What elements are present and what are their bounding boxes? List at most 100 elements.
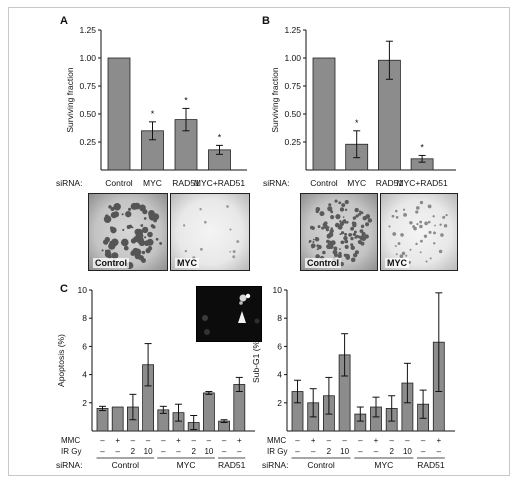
category-label-b: RAD51 bbox=[376, 178, 404, 188]
photo-label: Control bbox=[93, 258, 129, 268]
panel-letter-b: B bbox=[262, 15, 270, 27]
ir-cell-c-left: – bbox=[161, 447, 166, 456]
colony-dot bbox=[334, 199, 338, 203]
y-tick-label-a: 0.75 bbox=[79, 81, 96, 91]
photo-label: Control bbox=[305, 258, 341, 268]
colony-plate-photo-a-control: Control bbox=[88, 193, 168, 271]
y-tick-label-c-right: 2 bbox=[277, 398, 282, 408]
ir-cell-c-right: 2 bbox=[389, 447, 394, 456]
mmc-cell-c-left: – bbox=[131, 436, 136, 445]
y-tick-label-b: 0.75 bbox=[284, 81, 301, 91]
colony-dot bbox=[395, 216, 399, 219]
ir-cell-c-left: – bbox=[115, 447, 120, 456]
colony-dot bbox=[125, 210, 132, 218]
y-tick-label-c-right: 10 bbox=[273, 285, 283, 295]
colony-dot bbox=[184, 249, 188, 253]
y-axis-label-a: Surviving fraction bbox=[65, 67, 75, 132]
mmc-cell-c-right: – bbox=[421, 436, 426, 445]
category-label-a: Control bbox=[105, 178, 133, 188]
colony-dot bbox=[340, 240, 345, 245]
colony-dot bbox=[354, 207, 359, 213]
mmc-cell-c-left: – bbox=[191, 436, 196, 445]
colony-dot bbox=[415, 210, 419, 214]
ir-cell-c-right: 2 bbox=[327, 447, 332, 456]
colony-dot bbox=[415, 242, 418, 246]
colony-dot bbox=[339, 207, 345, 212]
colony-dot bbox=[339, 248, 341, 251]
colony-dot bbox=[232, 255, 236, 259]
colony-dot bbox=[350, 243, 354, 247]
colony-dot bbox=[343, 219, 347, 223]
colony-plate-photo-b-myc: MYC bbox=[380, 193, 458, 271]
colony-dot bbox=[402, 208, 406, 211]
y-tick-label-b: 0.25 bbox=[284, 137, 301, 147]
colony-dot bbox=[326, 244, 332, 250]
ir-cell-c-left: 10 bbox=[204, 447, 213, 456]
colony-dot bbox=[101, 249, 104, 252]
y-axis-label-c-left: Apoptosis (%) bbox=[56, 334, 66, 387]
colony-dot bbox=[316, 248, 319, 251]
colony-dot bbox=[400, 233, 404, 237]
colony-dot bbox=[134, 228, 141, 236]
colony-dot bbox=[340, 231, 345, 235]
significance-mark-b: * bbox=[420, 142, 424, 152]
colony-dot bbox=[345, 220, 349, 224]
colony-dot bbox=[401, 251, 406, 256]
colony-dot bbox=[445, 213, 448, 217]
sirna-row-label-c-left: siRNA: bbox=[56, 460, 82, 470]
colony-dot bbox=[344, 208, 348, 212]
colony-dot bbox=[333, 246, 338, 251]
colony-dot bbox=[409, 221, 413, 225]
group-label-c-left: MYC bbox=[177, 460, 196, 470]
mmc-row-label-c-left: MMC bbox=[61, 436, 80, 445]
colony-dot bbox=[321, 226, 325, 230]
colony-dot bbox=[139, 204, 146, 212]
colony-dot bbox=[343, 253, 347, 257]
colony-dot bbox=[350, 236, 354, 241]
ir-cell-c-left: – bbox=[176, 447, 181, 456]
ir-cell-c-right: – bbox=[311, 447, 316, 456]
colony-plate-photo-a-myc: MYC bbox=[170, 193, 250, 271]
ir-cell-c-left: 2 bbox=[191, 447, 196, 456]
colony-dot bbox=[326, 239, 330, 244]
colony-dot bbox=[141, 250, 146, 255]
colony-plate-photo-b-control: Control bbox=[300, 193, 378, 271]
colony-dot bbox=[152, 225, 156, 229]
colony-dot bbox=[147, 231, 153, 238]
colony-dot bbox=[334, 222, 340, 228]
figure-frame bbox=[8, 7, 510, 476]
ir-cell-c-left: 2 bbox=[131, 447, 136, 456]
bar-a bbox=[107, 57, 131, 171]
colony-dot bbox=[315, 206, 321, 212]
colony-dot bbox=[122, 228, 125, 232]
y-tick-label-a: 0.25 bbox=[79, 137, 96, 147]
colony-dot bbox=[236, 240, 240, 244]
colony-dot bbox=[330, 240, 336, 246]
colony-dot bbox=[409, 248, 412, 251]
category-label-b: MYC bbox=[347, 178, 366, 188]
colony-dot bbox=[327, 206, 333, 212]
mmc-cell-c-right: – bbox=[327, 436, 332, 445]
colony-dot bbox=[204, 220, 207, 224]
category-label-b: Control bbox=[310, 178, 338, 188]
ir-cell-c-right: – bbox=[421, 447, 426, 456]
colony-dot bbox=[348, 233, 352, 237]
mmc-cell-c-left: – bbox=[146, 436, 151, 445]
colony-dot bbox=[443, 224, 448, 228]
colony-dot bbox=[103, 239, 109, 245]
bar-c-left bbox=[96, 408, 109, 432]
colony-dot bbox=[413, 226, 417, 231]
colony-dot bbox=[314, 237, 320, 242]
ir-cell-c-left: – bbox=[237, 447, 242, 456]
colony-dot bbox=[133, 236, 140, 243]
ir-cell-c-right: – bbox=[374, 447, 379, 456]
colony-dot bbox=[399, 254, 404, 259]
colony-dot bbox=[353, 253, 358, 258]
colony-dot bbox=[391, 214, 395, 218]
colony-dot bbox=[111, 252, 119, 260]
colony-dot bbox=[360, 211, 364, 215]
fluorescence-inset-photo bbox=[196, 286, 262, 342]
colony-dot bbox=[427, 204, 432, 209]
ir-row-label-c-left: IR Gy bbox=[61, 447, 81, 456]
